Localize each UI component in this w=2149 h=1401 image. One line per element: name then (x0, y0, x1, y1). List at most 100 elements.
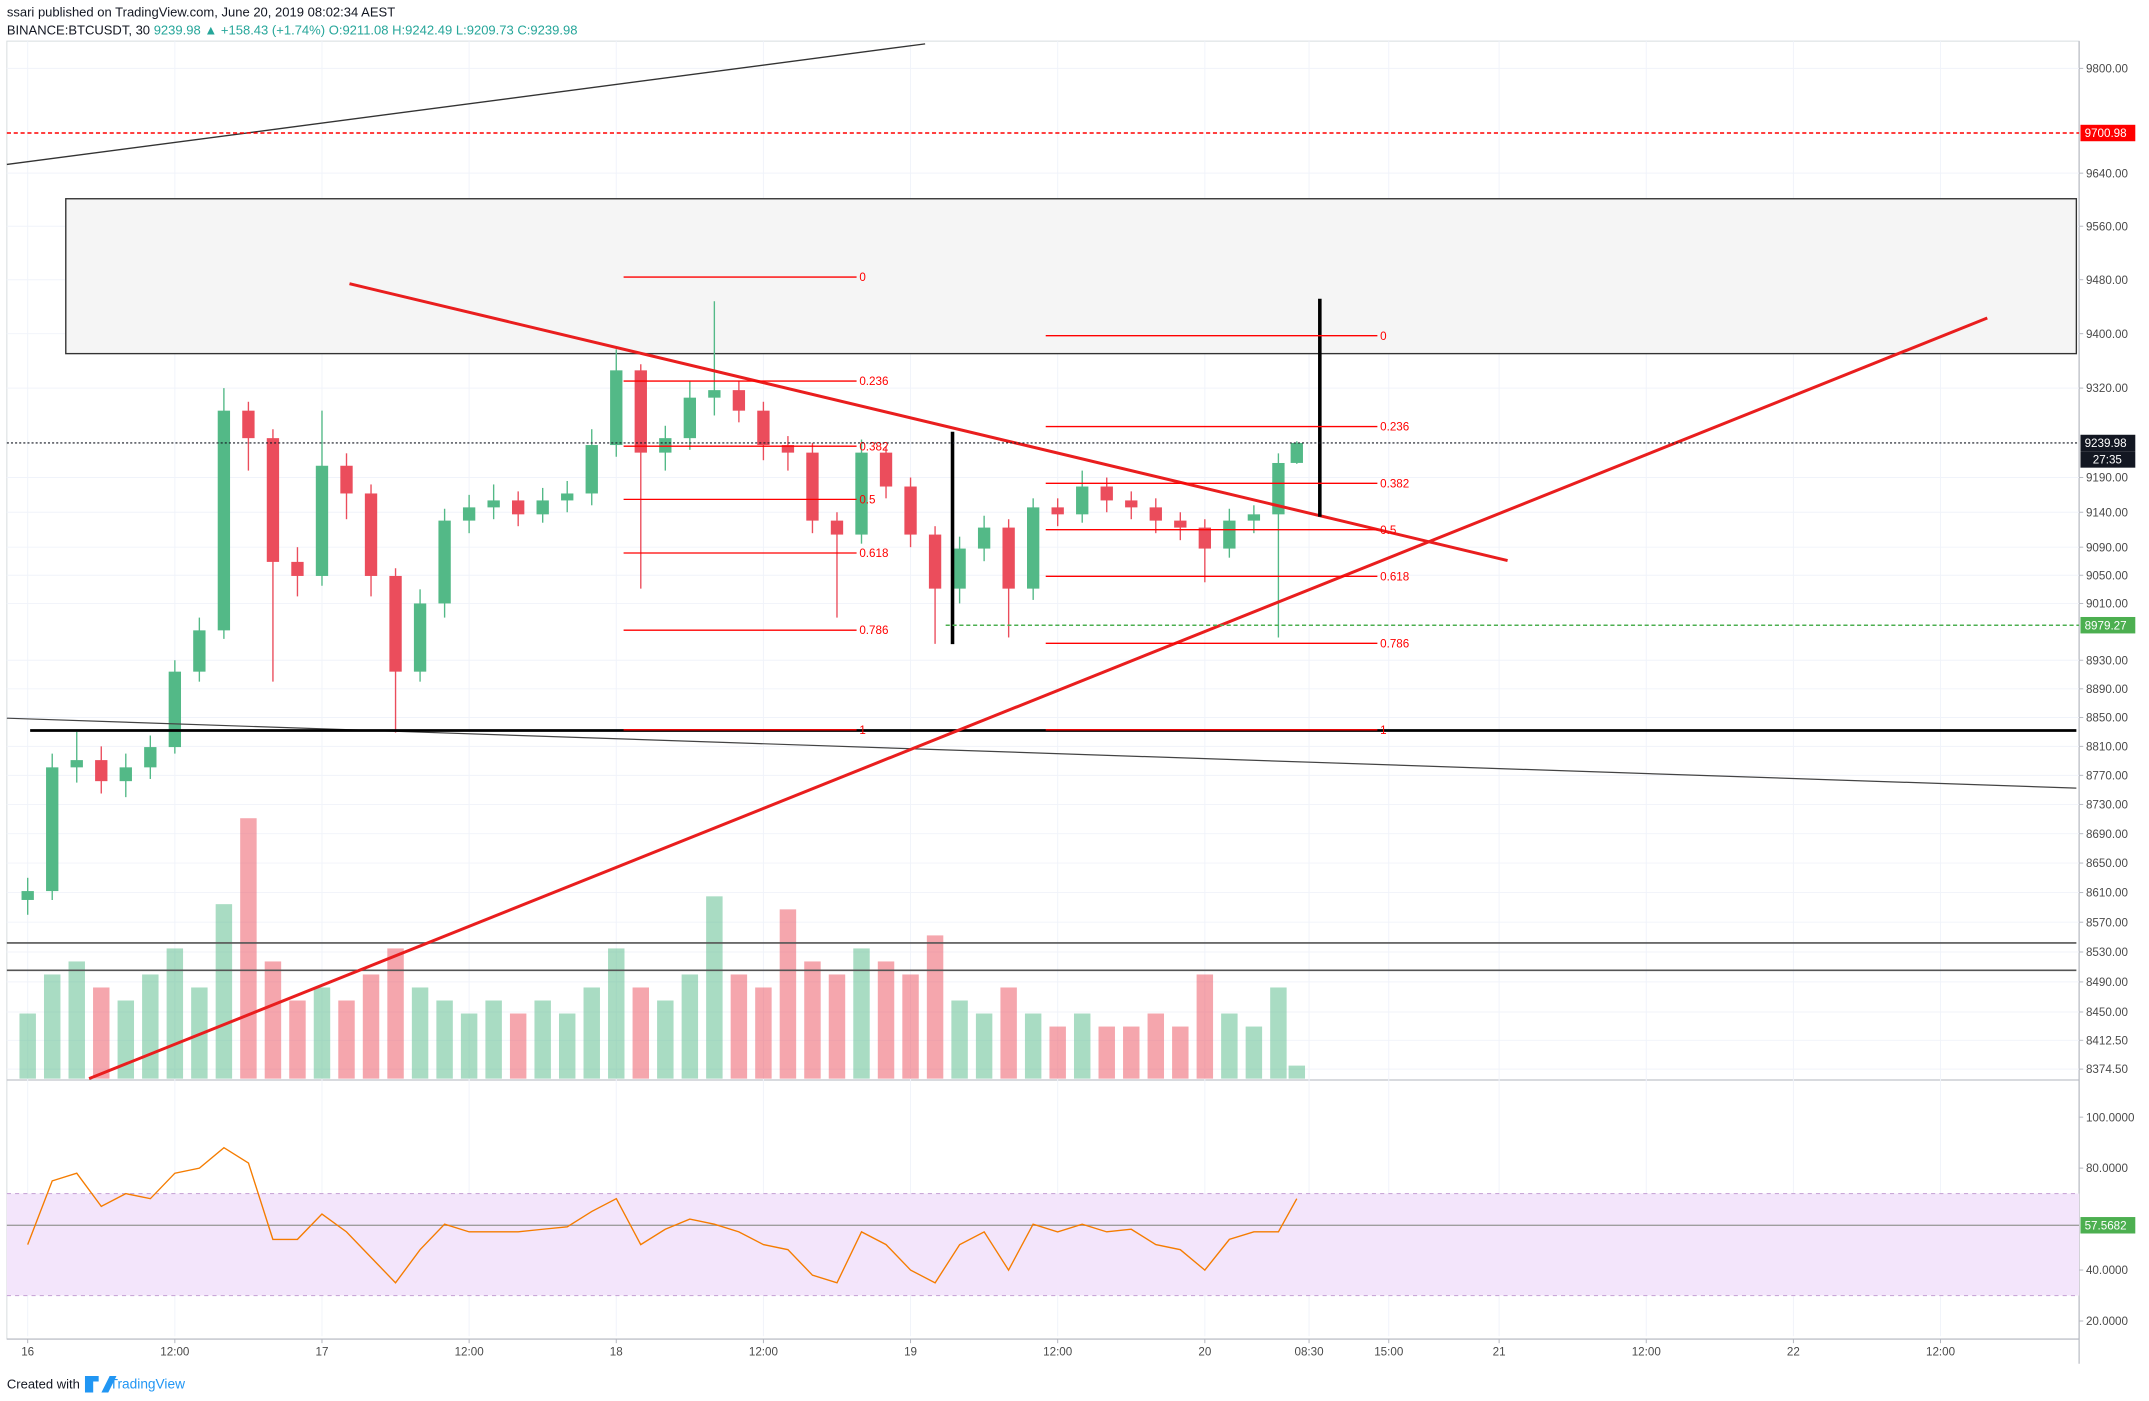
fib-label: 0.618 (1380, 570, 1409, 583)
y-tick-label: 9140.00 (2086, 506, 2129, 519)
candle-body (634, 370, 647, 453)
x-tick-label: 20 (1198, 1345, 1211, 1358)
candle-body (95, 760, 108, 782)
candle-body (217, 410, 231, 631)
candle-body (70, 760, 83, 768)
candle-body (610, 370, 623, 446)
x-tick-label: 12:00 (749, 1345, 779, 1358)
volume-bar (1288, 1065, 1306, 1079)
candle-body (512, 500, 525, 515)
y-tick-label: 8730.00 (2086, 799, 2129, 812)
fib-label: 0.382 (1380, 477, 1409, 490)
volume-bar (706, 896, 723, 1079)
ohlc-low: L:9209.73 (456, 22, 514, 37)
candle-body (291, 561, 304, 576)
candle-body (487, 500, 500, 508)
rsi-line (27, 1146, 1298, 1284)
candle-body (1002, 527, 1015, 589)
candle-body (168, 671, 182, 748)
rsi-pane (6, 1146, 2080, 1297)
candle-body (413, 603, 427, 672)
y-tick-label: 8530.00 (2086, 946, 2129, 959)
fib-label: 0.382 (859, 440, 888, 453)
volume-bar (460, 1013, 478, 1079)
drawings: 0 0.236 0.382 0.5 0.618 0.786 1 0 0.236 0.382 0.5 0… (6, 43, 2080, 1081)
price-marker-box (2080, 124, 2136, 142)
x-tick-label: 16 (21, 1345, 34, 1358)
axis-labels: 9800.00 9640.00 9560.00 9480.00 9400.00 9320.… (21, 62, 2136, 1358)
volume-bar (926, 935, 944, 1079)
x-tick-label: 12:00 (1632, 1345, 1662, 1358)
candle-body (193, 630, 206, 672)
volume-bar (166, 948, 184, 1079)
ascending-trend-line (88, 316, 1988, 1081)
candle-body (1125, 500, 1138, 508)
volume-bar (657, 1000, 674, 1079)
rsi-tick-label: 20.0000 (2086, 1315, 2129, 1328)
candle-body (1198, 527, 1212, 549)
candle-body (389, 575, 402, 672)
last-price: 9239.98 (154, 22, 201, 37)
candle-body (144, 747, 157, 768)
candle-body (757, 410, 770, 446)
fib-label: 0 (1380, 330, 1387, 343)
candle-body (855, 452, 868, 535)
volume-bar (975, 1013, 993, 1079)
fib-label: 0.786 (859, 624, 888, 637)
candle-body (1051, 507, 1064, 515)
volume-bar (1123, 1026, 1140, 1079)
price-marker-label: 9700.98 (2085, 127, 2127, 140)
candles (21, 301, 1303, 915)
candle-body (781, 445, 795, 453)
volume-bar (93, 987, 110, 1079)
price-marker-label: 8979.27 (2085, 619, 2127, 632)
rsi-level-box (2080, 1217, 2136, 1234)
candle-body (683, 397, 697, 439)
volume-bar (951, 1000, 968, 1079)
volume-bar (1172, 1026, 1189, 1079)
volume-bar (43, 974, 61, 1079)
y-tick-label: 8890.00 (2086, 683, 2129, 696)
rsi-level-label: 57.5682 (2085, 1219, 2127, 1232)
price-marker-box (2080, 434, 2136, 452)
candle-body (659, 438, 672, 453)
candle-body (561, 493, 574, 501)
volume-bar (534, 1000, 551, 1079)
x-tick-label: 12:00 (455, 1345, 485, 1358)
y-tick-label: 9800.00 (2086, 62, 2129, 75)
candle-body (977, 527, 991, 549)
candle-body (904, 486, 917, 535)
resistance-zone (65, 198, 2078, 355)
candle-body (1174, 520, 1187, 528)
symbol: BINANCE:BTCUSDT, 30 (7, 22, 150, 37)
fib-label: 0.5 (859, 493, 875, 506)
volume-bar (608, 948, 625, 1079)
candle-body (46, 767, 59, 892)
volume-bar (1245, 1026, 1263, 1079)
x-tick-label: 12:00 (1926, 1345, 1956, 1358)
x-tick-label: 22 (1787, 1345, 1800, 1358)
y-tick-label: 9090.00 (2086, 541, 2129, 554)
fib-label: 1 (1380, 724, 1386, 737)
price-marker-box (2080, 616, 2136, 634)
x-tick-label: 21 (1493, 1345, 1506, 1358)
volume-bar (1049, 1026, 1066, 1079)
candle-body (1100, 486, 1113, 501)
x-tick-label: 12:00 (1043, 1345, 1073, 1358)
volume-bar (117, 1000, 135, 1079)
y-tick-label: 8610.00 (2086, 887, 2129, 900)
price-change: ▲ +158.43 (+1.74%) (204, 22, 325, 37)
volume-bar (387, 948, 404, 1079)
y-tick-label: 8450.00 (2086, 1006, 2129, 1019)
volume-bar (19, 1013, 36, 1079)
y-tick-label: 8490.00 (2086, 976, 2129, 989)
candle-body (1027, 507, 1040, 589)
volume-bar (289, 1000, 306, 1079)
candle-body (708, 390, 721, 398)
candle-body (315, 465, 329, 576)
x-tick-label: 17 (316, 1345, 329, 1358)
candle-body (830, 520, 844, 535)
y-tick-label: 8374.50 (2086, 1063, 2129, 1076)
